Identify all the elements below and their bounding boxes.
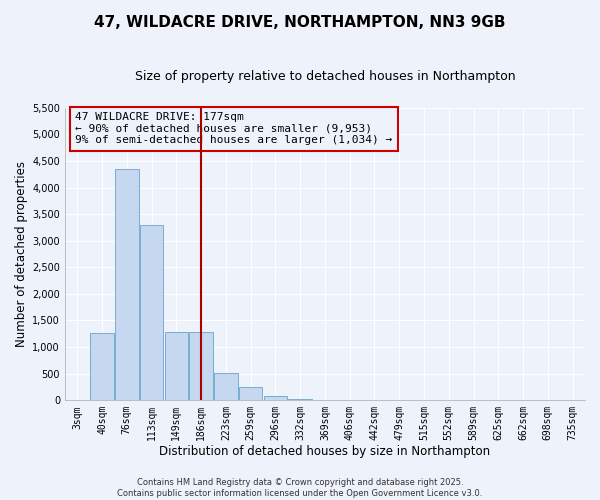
Bar [289,398,312,400]
Bar [115,169,139,400]
Bar [214,373,238,400]
Bar [90,332,114,400]
Bar [263,396,287,400]
Y-axis label: Number of detached properties: Number of detached properties [15,161,28,347]
X-axis label: Distribution of detached houses by size in Northampton: Distribution of detached houses by size … [160,444,491,458]
Text: 47, WILDACRE DRIVE, NORTHAMPTON, NN3 9GB: 47, WILDACRE DRIVE, NORTHAMPTON, NN3 9GB [94,15,506,30]
Bar [140,225,163,400]
Title: Size of property relative to detached houses in Northampton: Size of property relative to detached ho… [134,70,515,83]
Bar [164,332,188,400]
Bar [190,332,213,400]
Text: 47 WILDACRE DRIVE: 177sqm
← 90% of detached houses are smaller (9,953)
9% of sem: 47 WILDACRE DRIVE: 177sqm ← 90% of detac… [76,112,392,146]
Text: Contains HM Land Registry data © Crown copyright and database right 2025.
Contai: Contains HM Land Registry data © Crown c… [118,478,482,498]
Bar [239,388,262,400]
